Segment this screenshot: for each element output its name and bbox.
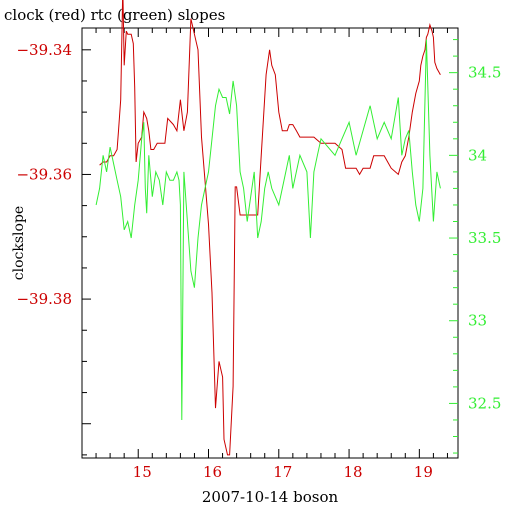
y-right-tick-label: 32.5 <box>468 394 501 412</box>
x-axis-label: 2007-10-14 boson <box>202 488 339 506</box>
y-left-tick-label: −39.36 <box>16 165 72 183</box>
x-tick-label: 19 <box>414 463 433 481</box>
series-line-rtc <box>95 39 441 421</box>
chart-title: clock (red) rtc (green) slopes <box>4 6 225 24</box>
plot-frame <box>81 27 459 459</box>
y-right-tick-label: 33 <box>468 312 487 330</box>
y-left-tick-label: −39.34 <box>16 41 72 59</box>
series-layer <box>95 0 441 456</box>
series-line-clock <box>99 0 441 456</box>
y-left-tick-label: −39.38 <box>16 290 72 308</box>
x-tick-label: 16 <box>203 463 222 481</box>
y-axis-label: clockslope <box>11 206 27 280</box>
y-right-tick-label: 33.5 <box>468 229 501 247</box>
x-tick-label: 17 <box>273 463 292 481</box>
y-right-tick-label: 34.5 <box>468 64 501 82</box>
labels-layer: 15 16 17 18 19 −39.34 −39.36 −39.38 34.5 34 33.5 33… <box>16 41 501 481</box>
x-tick-label: 18 <box>344 463 363 481</box>
y-right-tick-label: 34 <box>468 146 487 164</box>
x-tick-label: 15 <box>133 463 152 481</box>
ticks-layer <box>82 28 458 458</box>
